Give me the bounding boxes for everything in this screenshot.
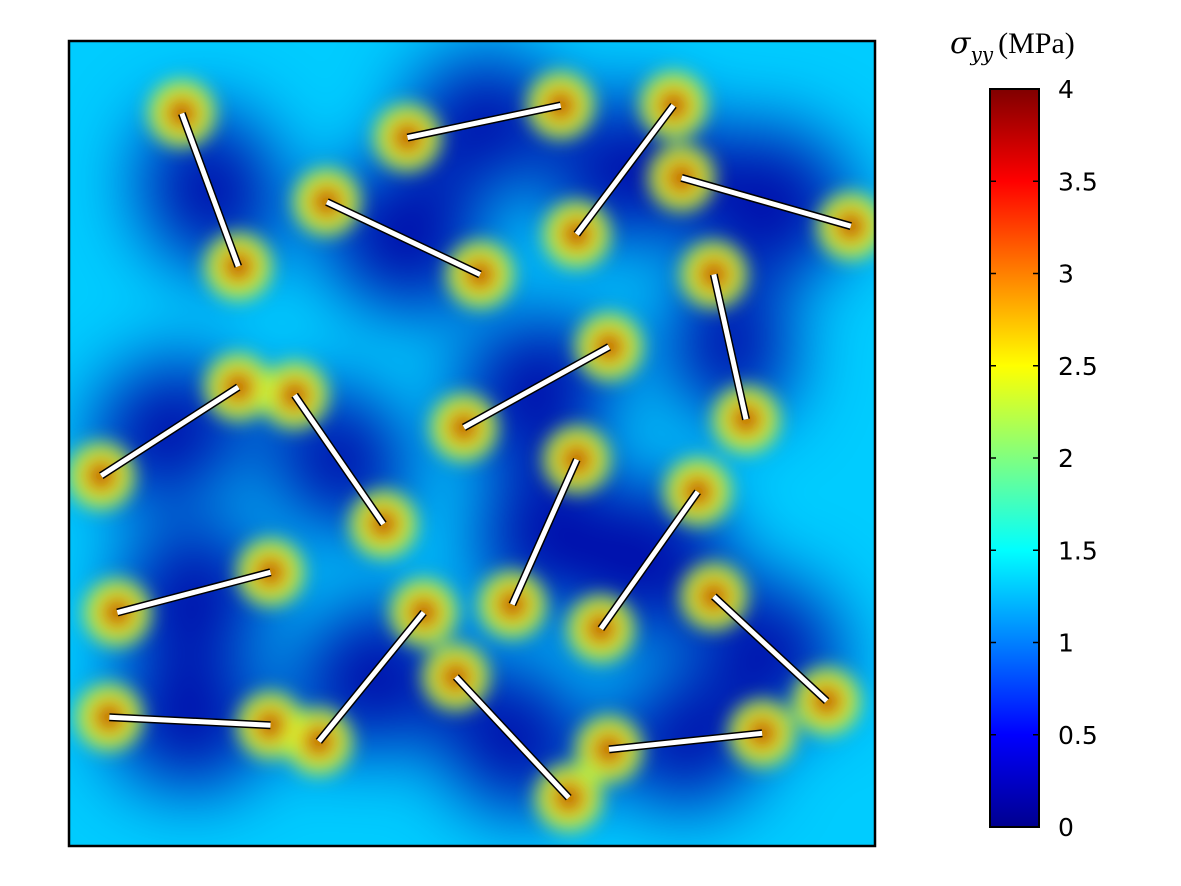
crack xyxy=(407,102,562,141)
crack xyxy=(462,344,611,430)
crack xyxy=(179,112,241,268)
colorbar-title: σyy (MPa) xyxy=(950,26,1075,66)
colorbar-ticks: 0 0.5 1 1.5 2 2.5 3 3.5 4 xyxy=(990,75,1098,842)
crack xyxy=(109,714,271,728)
plot-frame xyxy=(67,39,877,848)
colorbar-tick-label: 0 xyxy=(1058,813,1074,842)
crack xyxy=(99,385,240,478)
crack xyxy=(316,610,426,743)
crack xyxy=(510,458,580,606)
colorbar-tick-label: 3.5 xyxy=(1058,167,1098,196)
colorbar-tick-label: 4 xyxy=(1058,75,1074,104)
crack xyxy=(116,569,272,615)
crack xyxy=(292,393,386,526)
colorbar: σyy (MPa) 0 0.5 1 1.5 2 2.5 3 3.5 4 xyxy=(950,26,1098,842)
crack xyxy=(325,199,482,277)
crack xyxy=(711,273,749,420)
colorbar-tick-label: 2.5 xyxy=(1058,352,1098,381)
colorbar-gradient xyxy=(989,88,1040,828)
colorbar-tick-label: 0.5 xyxy=(1058,721,1098,750)
colorbar-title-symbol: σ xyxy=(950,26,972,61)
crack xyxy=(574,103,676,236)
colorbar-title-unit: (MPa) xyxy=(998,27,1075,60)
colorbar-tick-label: 3 xyxy=(1058,260,1074,289)
cracks xyxy=(99,101,852,801)
colorbar-tick-label: 2 xyxy=(1058,444,1074,473)
crack xyxy=(608,730,763,752)
crack xyxy=(454,675,571,800)
crack xyxy=(598,490,700,631)
colorbar-tick-label: 1 xyxy=(1058,629,1074,658)
crack xyxy=(680,175,852,229)
crack xyxy=(712,594,829,703)
colorbar-tick-label: 1.5 xyxy=(1058,536,1098,565)
heatmap-plot xyxy=(69,41,875,846)
colorbar-title-subscript: yy xyxy=(969,42,993,66)
